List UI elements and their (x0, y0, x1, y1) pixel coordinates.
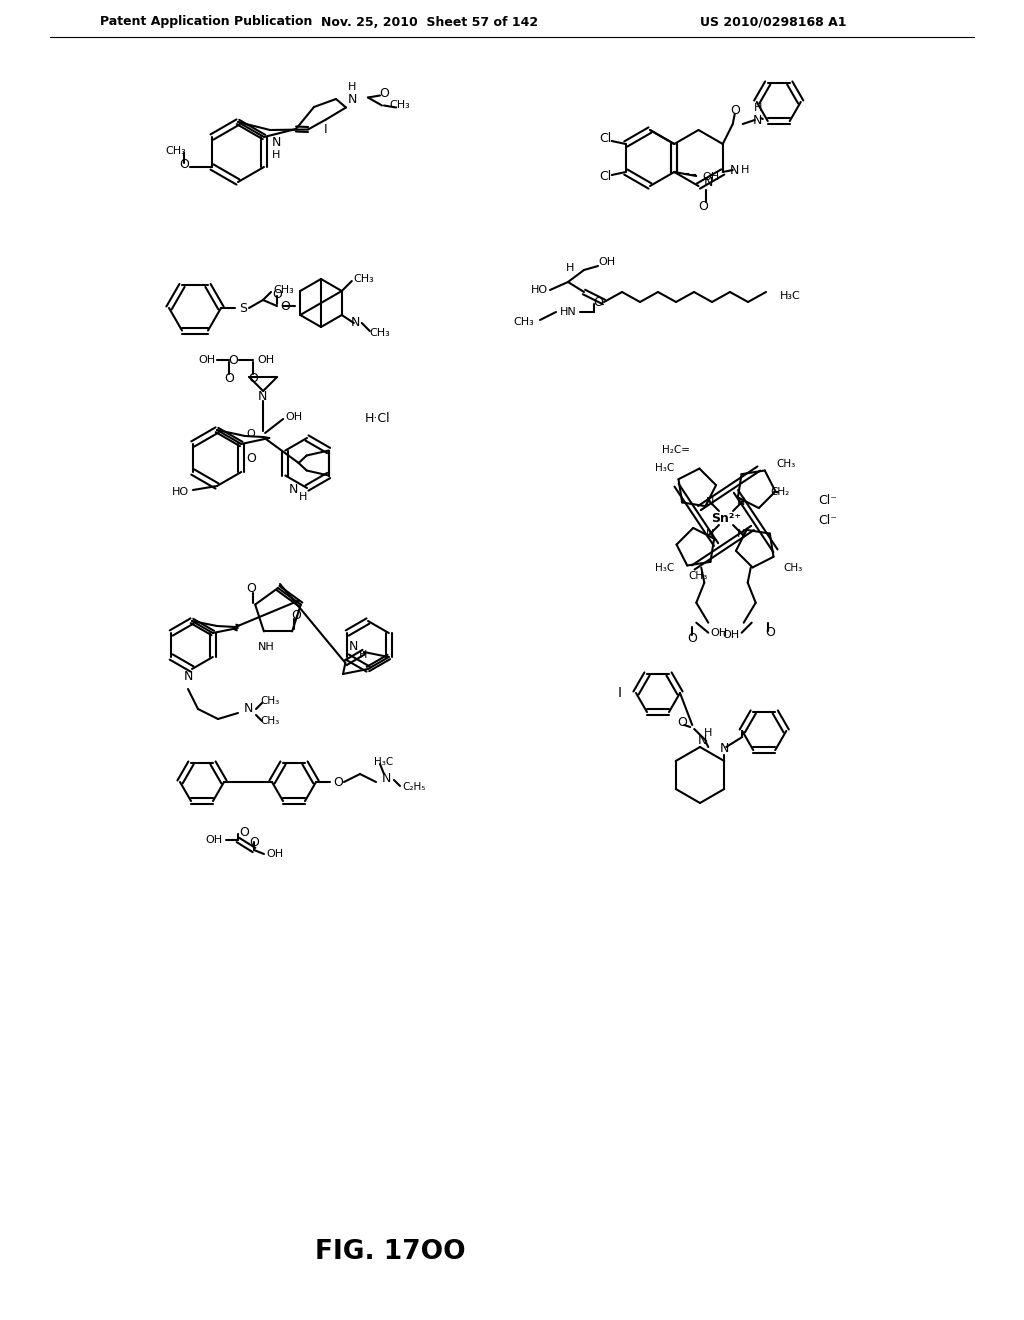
Text: I: I (324, 123, 328, 136)
Text: N: N (271, 136, 281, 149)
Text: O: O (291, 609, 301, 622)
Text: N: N (753, 114, 763, 127)
Text: N: N (347, 92, 356, 106)
Text: O: O (179, 158, 189, 172)
Text: H₂C=: H₂C= (663, 445, 690, 455)
Text: H: H (566, 263, 574, 273)
Text: CH₃: CH₃ (776, 459, 796, 470)
Text: I: I (618, 686, 622, 700)
Text: Cl⁻: Cl⁻ (818, 513, 837, 527)
Text: H₃C: H₃C (655, 463, 674, 474)
Text: O: O (687, 632, 697, 645)
Text: H: H (754, 103, 762, 114)
Text: H: H (740, 165, 749, 176)
Text: O: O (247, 429, 255, 440)
Text: N: N (183, 671, 193, 684)
Text: Cl: Cl (600, 132, 612, 145)
Text: HN: HN (560, 308, 577, 317)
Text: N: N (351, 317, 360, 330)
Text: OH: OH (205, 836, 222, 845)
Text: Nov. 25, 2010  Sheet 57 of 142: Nov. 25, 2010 Sheet 57 of 142 (322, 16, 539, 29)
Text: H: H (299, 492, 307, 503)
Text: CH₃: CH₃ (166, 147, 186, 156)
Text: H·Cl: H·Cl (365, 412, 390, 425)
Text: OH: OH (702, 172, 720, 182)
Text: N: N (348, 640, 358, 653)
Text: CH₃: CH₃ (370, 327, 390, 338)
Text: H₃C: H₃C (780, 290, 801, 301)
Text: OH: OH (723, 630, 739, 640)
Text: H: H (348, 82, 356, 92)
Text: O: O (228, 354, 238, 367)
Text: N: N (257, 391, 267, 404)
Text: O: O (333, 776, 343, 788)
Text: FIG. 17OO: FIG. 17OO (314, 1239, 465, 1265)
Text: H₃C: H₃C (655, 562, 674, 573)
Text: HO: HO (530, 285, 548, 294)
Text: N: N (697, 734, 707, 747)
Text: N: N (737, 498, 745, 507)
Text: OH: OH (285, 412, 302, 422)
Text: NH: NH (257, 643, 274, 652)
Text: H: H (705, 729, 713, 738)
Text: Patent Application Publication: Patent Application Publication (100, 16, 312, 29)
Text: O: O (272, 288, 282, 301)
Text: CH₃: CH₃ (513, 317, 534, 327)
Text: N: N (703, 176, 713, 189)
Text: N: N (730, 164, 739, 177)
Text: H: H (359, 649, 368, 660)
Text: O: O (239, 825, 249, 838)
Text: O: O (379, 87, 389, 100)
Text: N: N (707, 498, 715, 507)
Text: O: O (249, 836, 259, 849)
Text: N: N (289, 483, 298, 496)
Text: N: N (720, 742, 729, 755)
Text: O: O (765, 626, 774, 639)
Text: H₃C: H₃C (374, 756, 393, 767)
Text: CH₃: CH₃ (260, 715, 280, 726)
Text: US 2010/0298168 A1: US 2010/0298168 A1 (700, 16, 847, 29)
Text: HO: HO (172, 487, 189, 498)
Text: O: O (698, 199, 709, 213)
Text: OH: OH (257, 355, 274, 366)
Text: OH: OH (199, 355, 216, 366)
Text: O: O (246, 582, 256, 595)
Text: OH: OH (711, 628, 727, 638)
Text: OH: OH (598, 257, 615, 267)
Text: C₂H₅: C₂H₅ (402, 781, 425, 792)
Text: N: N (381, 771, 391, 784)
Text: CH₂: CH₂ (770, 487, 790, 498)
Text: O: O (730, 103, 739, 116)
Text: O: O (677, 717, 687, 730)
Text: N: N (244, 702, 253, 715)
Text: O: O (224, 371, 233, 384)
Text: CH₃: CH₃ (260, 696, 280, 706)
Text: CH₃: CH₃ (389, 100, 411, 111)
Text: Cl⁻: Cl⁻ (818, 494, 837, 507)
Text: CH₃: CH₃ (783, 562, 803, 573)
Text: O: O (247, 451, 256, 465)
Text: Sn²⁺: Sn²⁺ (711, 511, 741, 524)
Text: S: S (239, 301, 247, 314)
Text: H: H (271, 150, 281, 160)
Text: O: O (280, 300, 290, 313)
Text: O: O (248, 371, 258, 384)
Text: N: N (707, 528, 715, 539)
Text: OH: OH (266, 849, 283, 859)
Text: O: O (593, 296, 603, 309)
Text: Cl: Cl (600, 170, 612, 183)
Text: CH₃: CH₃ (273, 285, 294, 294)
Text: CH₃: CH₃ (689, 570, 708, 581)
Text: N: N (737, 528, 745, 539)
Text: CH₃: CH₃ (353, 275, 375, 284)
